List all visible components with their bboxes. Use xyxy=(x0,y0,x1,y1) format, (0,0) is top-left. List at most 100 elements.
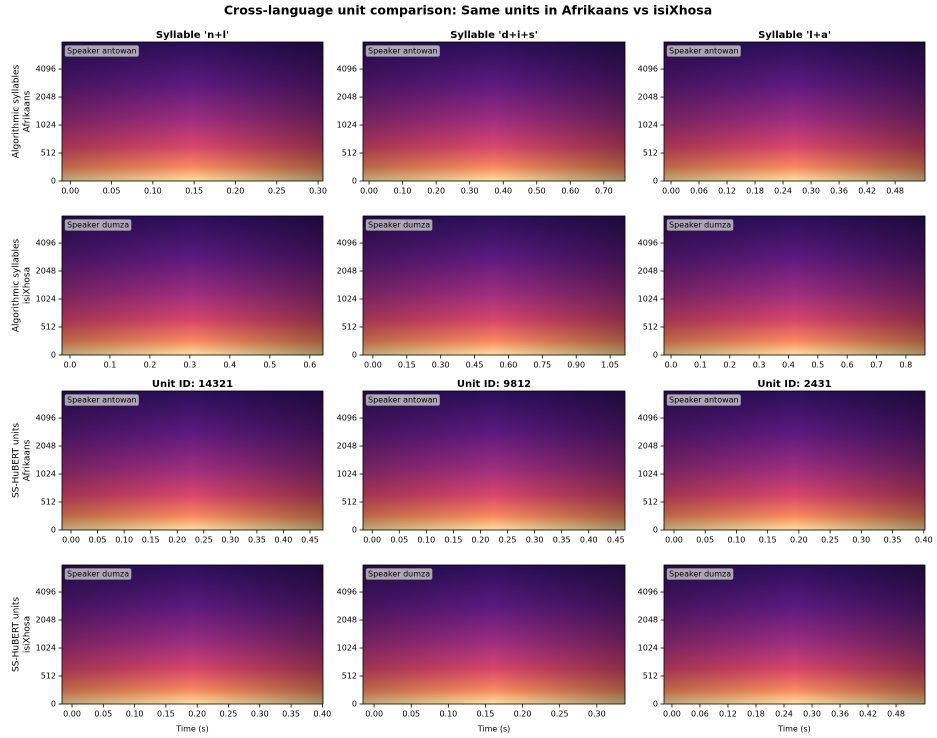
x-tick-label: 0.40 xyxy=(915,536,933,545)
x-tick-label: 0.18 xyxy=(746,187,764,196)
x-tick-label: 0.2 xyxy=(723,361,736,370)
x-tick-label: 0.35 xyxy=(282,710,300,719)
speaker-label: Speaker antowan xyxy=(669,47,739,56)
x-tick-label: 0.15 xyxy=(142,536,160,545)
x-tick-label: 1.05 xyxy=(601,361,619,370)
y-tick-label: 2048 xyxy=(36,93,56,102)
x-tick-label: 0.15 xyxy=(398,361,416,370)
x-tick-label: 0.10 xyxy=(126,710,144,719)
y-tick-label: 512 xyxy=(342,149,357,158)
axes-frame xyxy=(663,215,926,356)
x-tick-label: 0.50 xyxy=(528,187,546,196)
x-tick-label: 0.10 xyxy=(417,536,435,545)
spectrogram-shade xyxy=(664,391,925,530)
y-tick-label: 1024 xyxy=(638,470,658,479)
speaker-label: Speaker dumza xyxy=(368,570,430,579)
spectrogram-shade xyxy=(664,216,925,355)
speaker-annotation: Speaker dumza xyxy=(365,568,433,580)
y-tick-label: 4096 xyxy=(36,588,56,597)
y-tick-label: 0 xyxy=(352,700,357,709)
axes-frame xyxy=(61,390,324,531)
x-tick-label: 0.30 xyxy=(526,536,544,545)
x-tick-label: 0.15 xyxy=(185,187,203,196)
speaker-box xyxy=(365,45,440,57)
y-tick-label: 2048 xyxy=(337,616,357,625)
panel-title: Syllable 'n+l' xyxy=(156,30,229,41)
x-tick-label: 0.3 xyxy=(753,361,766,370)
y-tick-label: 512 xyxy=(41,323,56,332)
axes-frame xyxy=(663,41,926,182)
x-tick-label: 0.36 xyxy=(830,187,848,196)
panel-title: Unit ID: 14321 xyxy=(152,379,233,390)
speaker-label: Speaker dumza xyxy=(67,570,129,579)
y-axis-label: isiXhosa xyxy=(23,616,33,653)
speaker-annotation: Speaker antowan xyxy=(365,394,440,406)
x-tick-label: 0.15 xyxy=(477,710,495,719)
x-tick-label: 0.00 xyxy=(364,361,382,370)
speaker-annotation: Speaker antowan xyxy=(666,45,741,57)
x-tick-label: 0.90 xyxy=(567,361,585,370)
y-axis-label: Afrikaans xyxy=(23,439,33,481)
axes-frame xyxy=(663,564,926,705)
x-tick-label: 0.35 xyxy=(248,536,266,545)
axes-frame xyxy=(61,564,324,705)
x-tick-label: 0.24 xyxy=(775,710,793,719)
x-tick-label: 0.40 xyxy=(313,710,331,719)
x-tick-label: 0.40 xyxy=(580,536,598,545)
y-tick-label: 1024 xyxy=(36,644,56,653)
x-tick-label: 0.20 xyxy=(227,187,245,196)
y-tick-label: 1024 xyxy=(337,295,357,304)
x-tick-label: 0.25 xyxy=(821,536,839,545)
x-tick-label: 0.06 xyxy=(691,710,709,719)
x-axis-label: Time (s) xyxy=(777,725,811,734)
speaker-box xyxy=(666,394,741,406)
x-tick-label: 0.06 xyxy=(690,187,708,196)
x-tick-label: 0.30 xyxy=(432,361,450,370)
x-tick-label: 0.30 xyxy=(852,536,870,545)
panel-title: Unit ID: 2431 xyxy=(757,379,831,390)
y-tick-label: 0 xyxy=(352,526,357,535)
x-tick-label: 0.70 xyxy=(595,187,613,196)
y-tick-label: 4096 xyxy=(36,414,56,423)
speaker-label: Speaker antowan xyxy=(669,396,739,405)
x-tick-label: 0.25 xyxy=(268,187,286,196)
x-tick-label: 0.35 xyxy=(884,536,902,545)
x-tick-label: 0.25 xyxy=(195,536,213,545)
x-tick-label: 0.42 xyxy=(858,187,876,196)
y-tick-label: 0 xyxy=(653,177,658,186)
axes-frame xyxy=(362,41,626,182)
y-tick-label: 4096 xyxy=(337,65,357,74)
x-tick-label: 0.25 xyxy=(499,536,517,545)
speaker-label: Speaker dumza xyxy=(368,221,430,230)
x-tick-label: 0.30 xyxy=(251,710,269,719)
axes-frame xyxy=(362,564,626,705)
x-tick-label: 0.60 xyxy=(561,187,579,196)
y-tick-label: 4096 xyxy=(638,414,658,423)
x-tick-label: 0.00 xyxy=(62,536,80,545)
x-tick-label: 0.20 xyxy=(427,187,445,196)
x-tick-label: 0.10 xyxy=(115,536,133,545)
x-tick-label: 0.12 xyxy=(718,187,736,196)
speaker-label: Speaker antowan xyxy=(67,396,137,405)
x-tick-label: 0.75 xyxy=(533,361,551,370)
y-tick-label: 1024 xyxy=(36,470,56,479)
x-tick-label: 0.20 xyxy=(168,536,186,545)
x-tick-label: 0.20 xyxy=(188,710,206,719)
y-tick-label: 2048 xyxy=(337,442,357,451)
y-tick-label: 0 xyxy=(51,526,56,535)
x-tick-label: 0.30 xyxy=(221,536,239,545)
x-tick-label: 0.40 xyxy=(494,187,512,196)
y-tick-label: 512 xyxy=(643,323,658,332)
spectrogram-shade xyxy=(363,216,625,355)
y-tick-label: 4096 xyxy=(337,239,357,248)
speaker-box xyxy=(64,568,132,580)
x-tick-label: 0.30 xyxy=(802,187,820,196)
x-tick-label: 0.05 xyxy=(402,710,420,719)
x-tick-label: 0.45 xyxy=(466,361,484,370)
speaker-box xyxy=(365,394,440,406)
y-tick-label: 512 xyxy=(643,672,658,681)
x-tick-label: 0.2 xyxy=(144,361,157,370)
y-tick-label: 2048 xyxy=(638,93,658,102)
x-tick-label: 0.4 xyxy=(782,361,795,370)
speaker-box xyxy=(666,45,741,57)
